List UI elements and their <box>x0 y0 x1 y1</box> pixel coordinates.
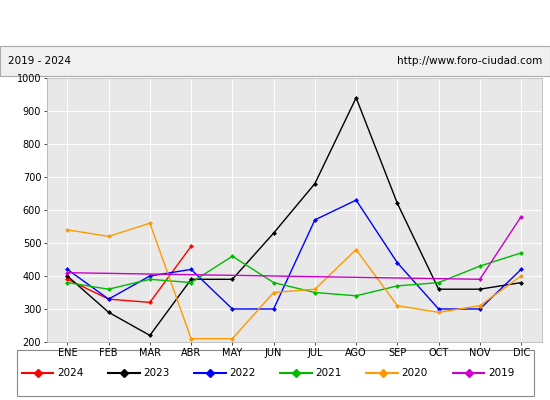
Text: 2019: 2019 <box>488 368 514 378</box>
Text: 2021: 2021 <box>316 368 342 378</box>
Text: 2022: 2022 <box>229 368 256 378</box>
Text: 2019 - 2024: 2019 - 2024 <box>8 56 72 66</box>
Text: 2023: 2023 <box>143 368 169 378</box>
Text: Evolucion Nº Turistas Extranjeros en el municipio de la Font de la Figuera: Evolucion Nº Turistas Extranjeros en el … <box>31 16 519 30</box>
FancyBboxPatch shape <box>0 46 550 76</box>
Text: 2024: 2024 <box>57 368 84 378</box>
Text: 2020: 2020 <box>402 368 428 378</box>
Text: http://www.foro-ciudad.com: http://www.foro-ciudad.com <box>397 56 542 66</box>
